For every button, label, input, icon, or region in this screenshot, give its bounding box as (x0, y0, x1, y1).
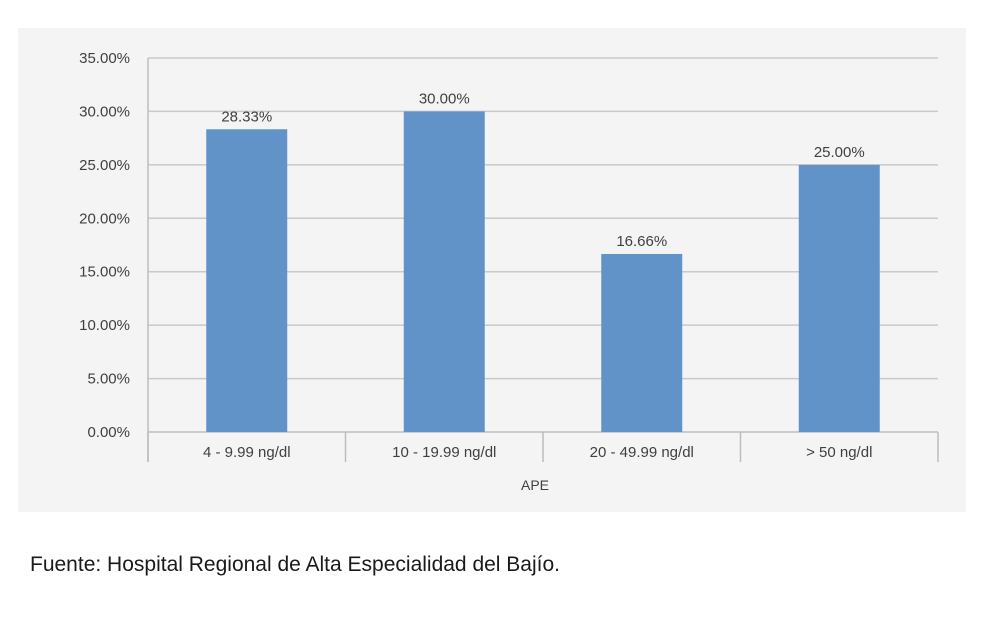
y-tick-label: 5.00% (87, 371, 130, 388)
y-tick-label: 30.00% (79, 103, 130, 120)
chart-panel: 0.00% 5.00% 10.00% 15.00% 20.00% 25.00% 30.00%… (18, 28, 966, 512)
data-label: 28.33% (221, 108, 272, 125)
y-tick-label: 15.00% (79, 264, 130, 281)
x-tick-label: 4 - 9.99 ng/dl (203, 444, 291, 461)
bar (403, 111, 485, 432)
bar (798, 164, 880, 432)
x-tick-label: 10 - 19.99 ng/dl (392, 444, 496, 461)
x-tick-label: > 50 ng/dl (806, 444, 872, 461)
x-tick-label: 20 - 49.99 ng/dl (590, 444, 694, 461)
y-tick-label: 25.00% (79, 157, 130, 174)
y-tick-label: 0.00% (87, 424, 130, 441)
data-label: 16.66% (616, 233, 667, 250)
source-note: Fuente: Hospital Regional de Alta Especi… (30, 553, 561, 576)
y-tick-label: 20.00% (79, 210, 130, 227)
x-axis-title: APE (521, 477, 549, 493)
y-tick-label: 10.00% (79, 317, 130, 334)
bar (206, 129, 288, 432)
y-tick-label: 35.00% (79, 50, 130, 67)
bar (601, 253, 683, 432)
bar-chart: 0.00% 5.00% 10.00% 15.00% 20.00% 25.00% 30.00%… (79, 50, 939, 493)
data-label: 25.00% (814, 144, 865, 161)
data-label: 30.00% (419, 90, 470, 107)
